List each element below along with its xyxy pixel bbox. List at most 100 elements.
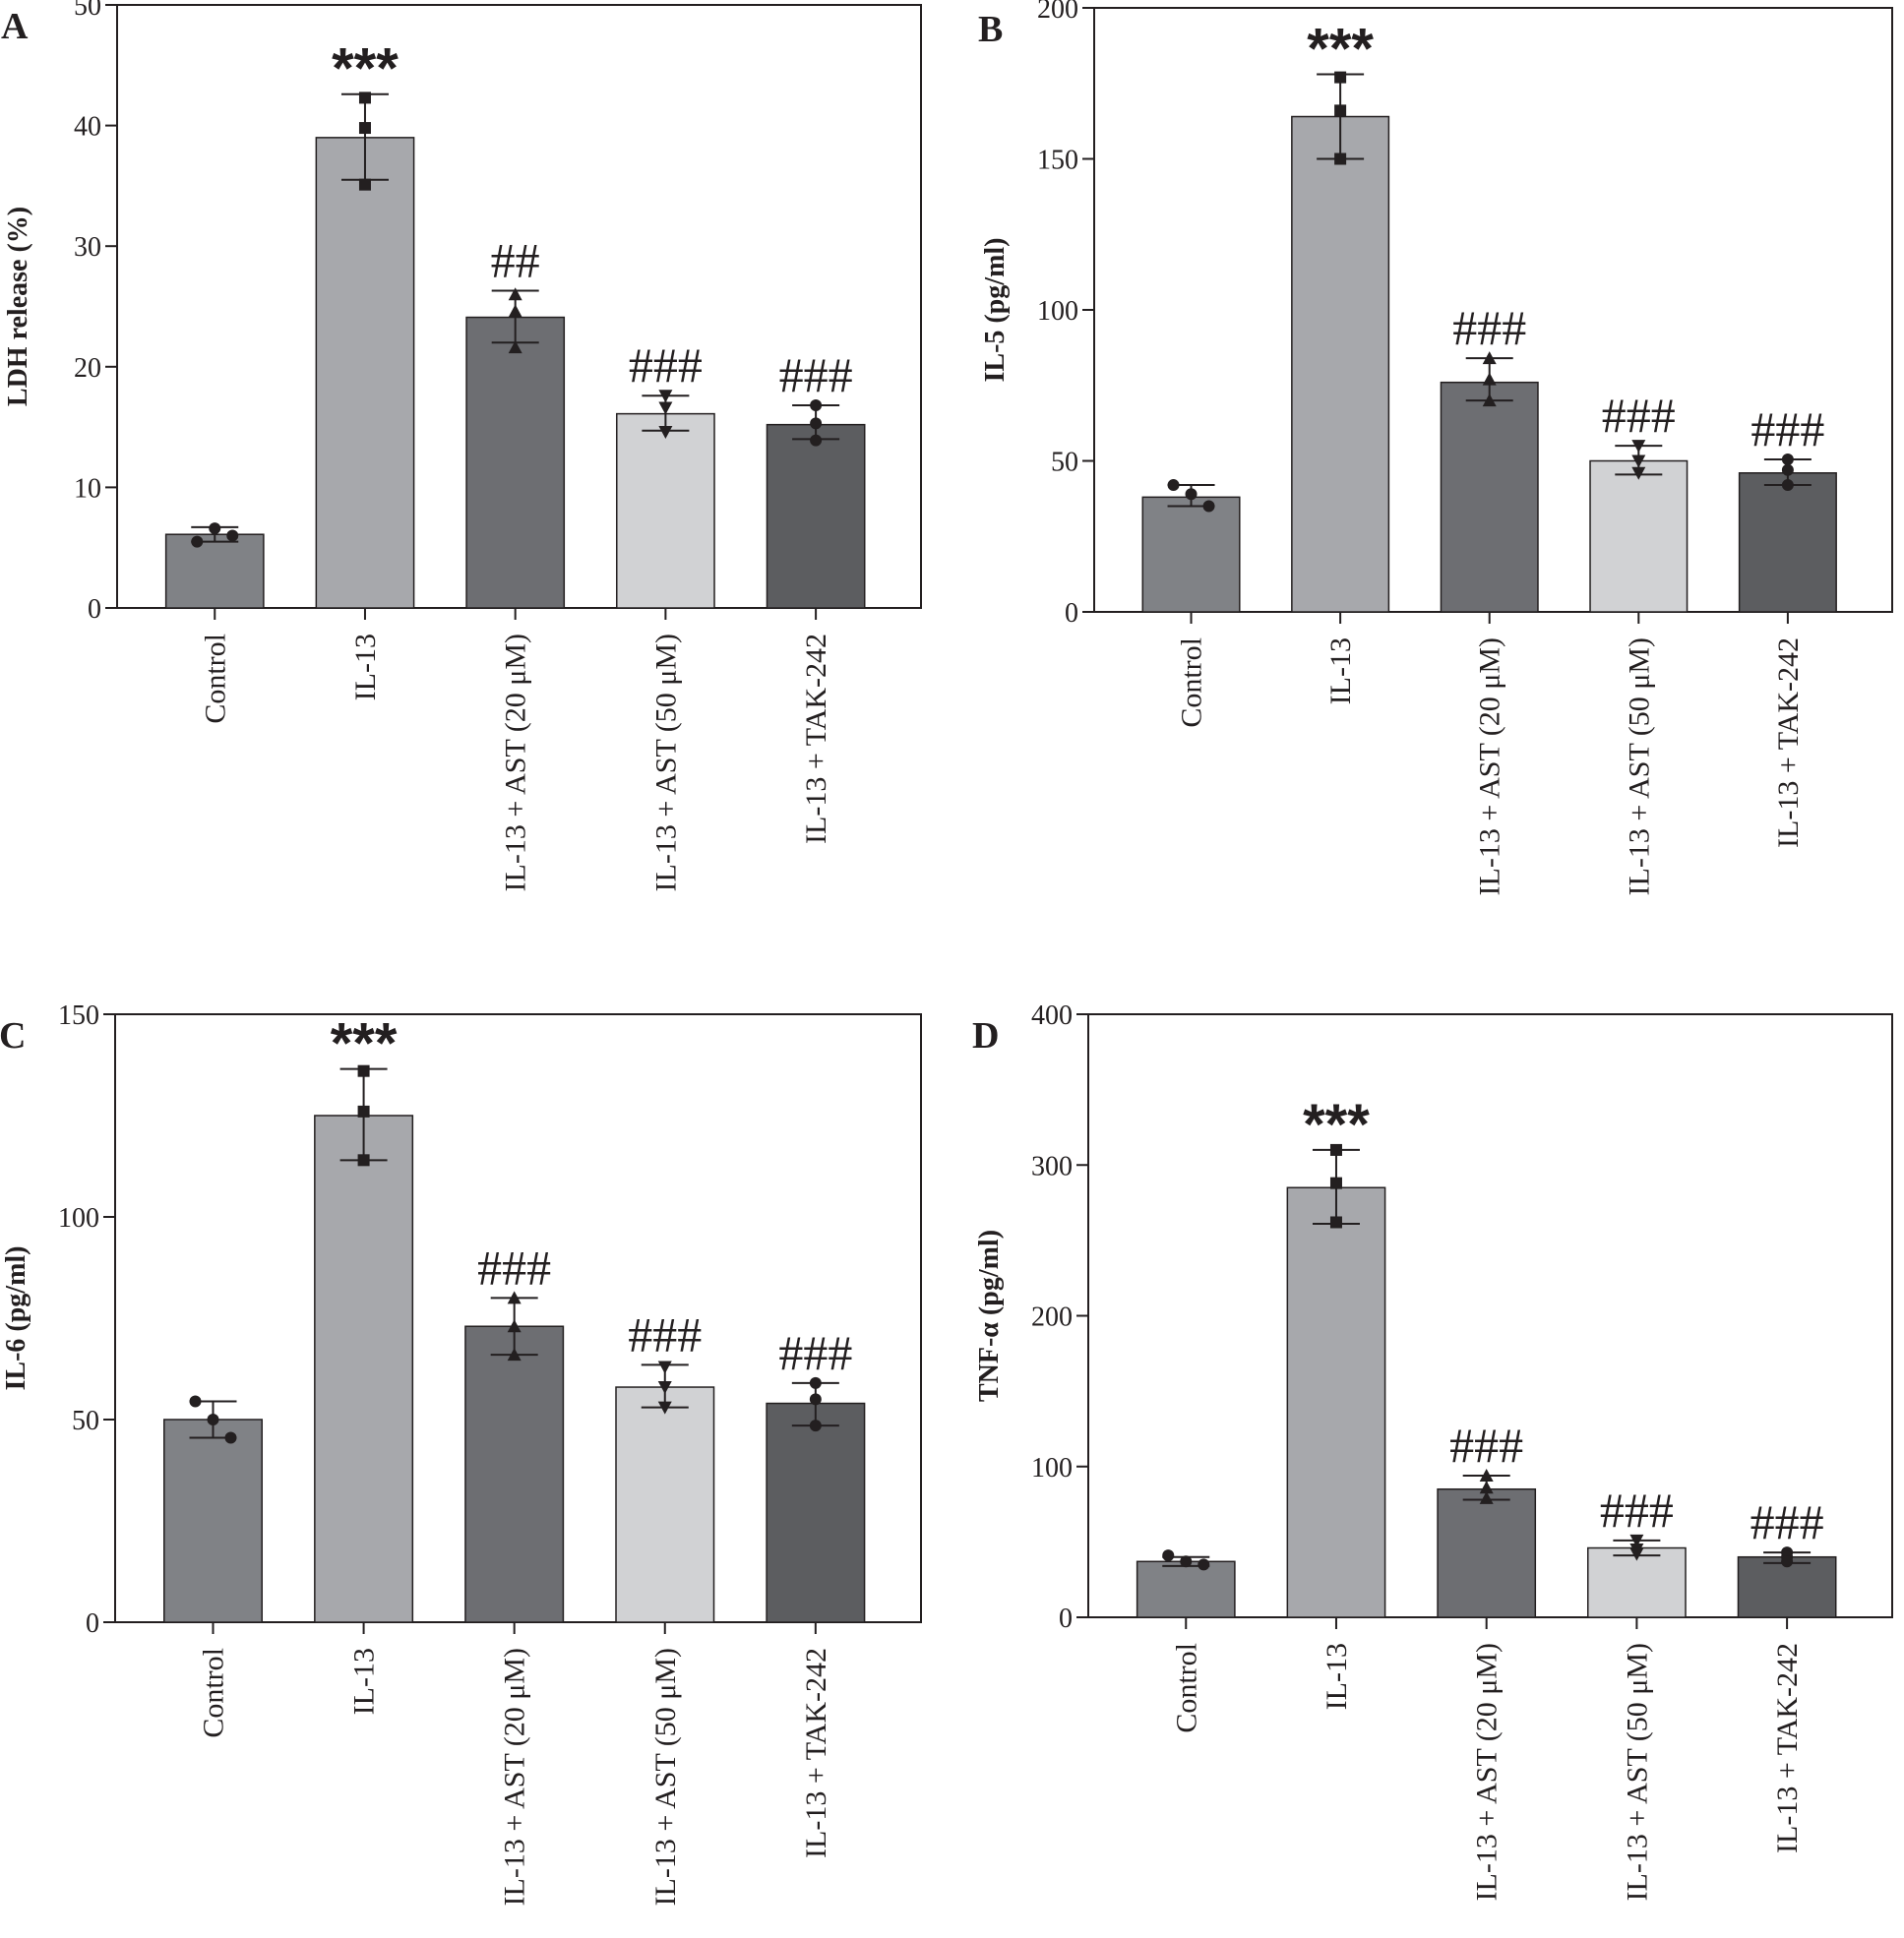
- y-tick-label: 50: [1051, 448, 1078, 478]
- significance-label: ###: [778, 1325, 852, 1380]
- data-point: [508, 340, 522, 354]
- y-axis-label: LDH release (%): [3, 207, 33, 406]
- bar: [464, 1325, 565, 1623]
- data-point: [1479, 1490, 1494, 1504]
- y-tick-label: 100: [1037, 296, 1078, 327]
- x-tick-label: IL-13 + AST (50 μM): [649, 1648, 682, 1906]
- data-point: [1631, 454, 1646, 468]
- x-tick-label: IL-13 + AST (20 μM): [1474, 637, 1506, 895]
- data-point: [1781, 453, 1794, 465]
- bar: [1437, 1487, 1537, 1618]
- data-point: [358, 91, 371, 104]
- data-point: [507, 1319, 522, 1333]
- x-tick-label: Control: [198, 1648, 230, 1738]
- y-tick-label: 0: [1065, 598, 1078, 629]
- panel-label: B: [978, 9, 1003, 50]
- bar: [315, 137, 415, 609]
- panel-label: A: [1, 6, 29, 47]
- data-point: [189, 1395, 202, 1408]
- x-tick-label: IL-13: [348, 1648, 381, 1715]
- data-point: [1334, 104, 1347, 117]
- data-point: [226, 529, 239, 542]
- y-tick-label: 30: [74, 232, 101, 263]
- x-tick-label: Control: [199, 634, 231, 724]
- significance-label: ###: [1750, 401, 1824, 456]
- y-tick-label: 50: [72, 1406, 99, 1436]
- bar: [1738, 472, 1837, 613]
- bar: [163, 1419, 264, 1623]
- x-tick-label: IL-13 + AST (50 μM): [649, 634, 682, 891]
- significance-label: ###: [1600, 1483, 1674, 1538]
- y-tick-label: 100: [1031, 1453, 1073, 1484]
- data-point: [657, 1361, 672, 1374]
- y-axis-label: IL-5 (pg/ml): [980, 238, 1011, 383]
- significance-label: ***: [331, 1012, 398, 1076]
- data-point: [1482, 394, 1497, 407]
- y-tick-label: 200: [1031, 1302, 1073, 1333]
- data-point: [508, 287, 522, 301]
- data-point: [1334, 71, 1347, 84]
- x-tick-label: IL-13: [1324, 637, 1357, 704]
- y-tick-label: 300: [1031, 1151, 1073, 1181]
- data-point: [1631, 466, 1646, 480]
- data-point: [1781, 1555, 1794, 1568]
- y-tick-label: 50: [74, 0, 101, 22]
- y-tick-label: 100: [58, 1203, 99, 1234]
- bar: [1440, 381, 1539, 613]
- data-point: [810, 434, 823, 447]
- panel-label: C: [0, 1015, 26, 1057]
- x-tick-label: Control: [1170, 1643, 1202, 1733]
- bar: [1589, 459, 1689, 613]
- panel-c: C IL-6 (pg/ml) 0 50 100 150 Control IL-13 *** IL-…: [0, 1000, 922, 1906]
- bar: [1141, 496, 1241, 613]
- data-point: [358, 122, 371, 135]
- bar: [1286, 1186, 1386, 1618]
- data-point: [810, 399, 823, 412]
- data-point: [1781, 479, 1794, 492]
- x-tick-label: IL-13 + AST (20 μM): [500, 634, 532, 891]
- significance-label: ###: [1449, 1418, 1523, 1473]
- significance-label: ###: [477, 1240, 551, 1295]
- data-point: [508, 304, 522, 318]
- data-point: [1631, 440, 1646, 454]
- x-tick-label: IL-13 + AST (20 μM): [499, 1648, 531, 1906]
- x-tick-label: IL-13 + TAK-242: [800, 1648, 832, 1858]
- data-point: [1329, 1216, 1342, 1229]
- data-point: [1629, 1534, 1644, 1547]
- y-tick-label: 0: [86, 1608, 99, 1639]
- data-point: [1180, 1555, 1193, 1568]
- significance-label: ###: [1452, 300, 1526, 355]
- significance-label: ###: [779, 347, 853, 402]
- data-point: [1198, 1558, 1210, 1571]
- y-tick-label: 150: [1037, 146, 1078, 176]
- significance-label: ***: [1307, 18, 1374, 82]
- y-axis-label: IL-6 (pg/ml): [1, 1246, 31, 1391]
- significance-label: ***: [1303, 1093, 1370, 1157]
- significance-label: ###: [628, 1306, 702, 1362]
- data-point: [224, 1431, 237, 1444]
- x-tick-label: IL-13 + AST (50 μM): [1623, 637, 1655, 895]
- panel-b: B IL-5 (pg/ml) 0 50 100 150 200 Control IL-13 ***…: [978, 0, 1893, 895]
- data-point: [1167, 479, 1180, 492]
- data-point: [658, 401, 673, 415]
- data-point: [1482, 372, 1497, 386]
- y-tick-label: 40: [74, 112, 101, 143]
- data-point: [1479, 1481, 1494, 1494]
- data-point: [809, 1376, 822, 1389]
- y-tick-label: 200: [1037, 0, 1078, 25]
- x-tick-label: IL-13 + TAK-242: [1772, 637, 1805, 848]
- data-point: [658, 390, 673, 403]
- data-point: [207, 1414, 219, 1425]
- y-tick-label: 20: [74, 353, 101, 384]
- data-point: [1185, 488, 1198, 501]
- panel-a: A LDH release (%) 0 10 20 30 40 50 Control IL-13 *…: [1, 0, 922, 891]
- significance-label: ###: [1750, 1494, 1824, 1549]
- significance-label: ###: [1602, 388, 1676, 443]
- data-point: [507, 1291, 522, 1304]
- data-point: [1479, 1468, 1494, 1482]
- bar: [766, 1402, 866, 1623]
- data-point: [191, 535, 204, 548]
- data-point: [507, 1348, 522, 1362]
- significance-label: ###: [629, 337, 703, 393]
